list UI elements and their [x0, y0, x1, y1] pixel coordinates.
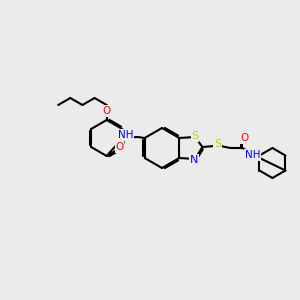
Text: S: S: [191, 131, 199, 141]
Text: O: O: [103, 106, 111, 116]
Text: S: S: [214, 139, 221, 149]
Text: O: O: [116, 142, 124, 152]
Text: O: O: [240, 133, 248, 143]
Text: N: N: [190, 155, 198, 165]
Text: NH: NH: [245, 150, 260, 160]
Text: NH: NH: [118, 130, 134, 140]
